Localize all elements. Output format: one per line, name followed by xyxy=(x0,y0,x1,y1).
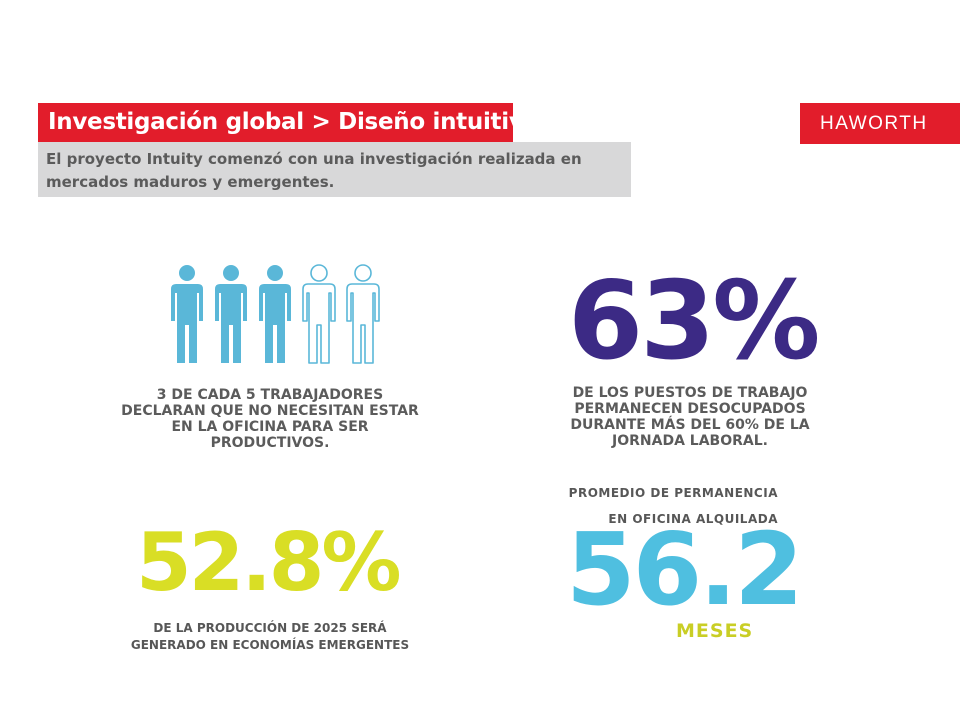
person-filled-icon xyxy=(259,265,291,363)
people-icon xyxy=(171,264,380,364)
tenure-stat-value: 56.2 xyxy=(566,511,804,628)
person-outline-icon xyxy=(302,264,336,364)
tenure-unit: MESES xyxy=(676,620,754,642)
title-banner: Investigación global > Diseño intuitivo xyxy=(38,103,539,142)
desks-stat-value: 63% xyxy=(568,259,821,384)
person-outline-icon xyxy=(346,264,380,364)
page-subtitle: El proyecto Intuity comenzó con una inve… xyxy=(46,150,582,191)
desks-stat-text: DE LOS PUESTOS DE TRABAJO PERMANECEN DES… xyxy=(570,385,810,449)
logo-text: HAWORTH xyxy=(820,113,928,134)
person-filled-icon xyxy=(171,265,203,363)
page-title: Investigación global > Diseño intuitivo xyxy=(48,109,540,135)
tenure-label-line1: PROMEDIO DE PERMANENCIA xyxy=(568,486,778,500)
tenure-label-line2: EN OFICINA ALQUILADA xyxy=(608,512,778,526)
person-filled-icon xyxy=(215,265,247,363)
workers-stat-text: 3 DE CADA 5 TRABAJADORES DECLARAN QUE NO… xyxy=(121,387,419,451)
production-stat-value: 52.8% xyxy=(136,516,402,609)
subtitle-box: El proyecto Intuity comenzó con una inve… xyxy=(38,142,631,197)
haworth-logo: HAWORTH xyxy=(800,103,960,144)
tenure-label: PROMEDIO DE PERMANENCIA EN OFICINA ALQUI… xyxy=(566,480,778,532)
production-stat-text: DE LA PRODUCCIÓN DE 2025 SERÁ GENERADO E… xyxy=(130,621,410,652)
